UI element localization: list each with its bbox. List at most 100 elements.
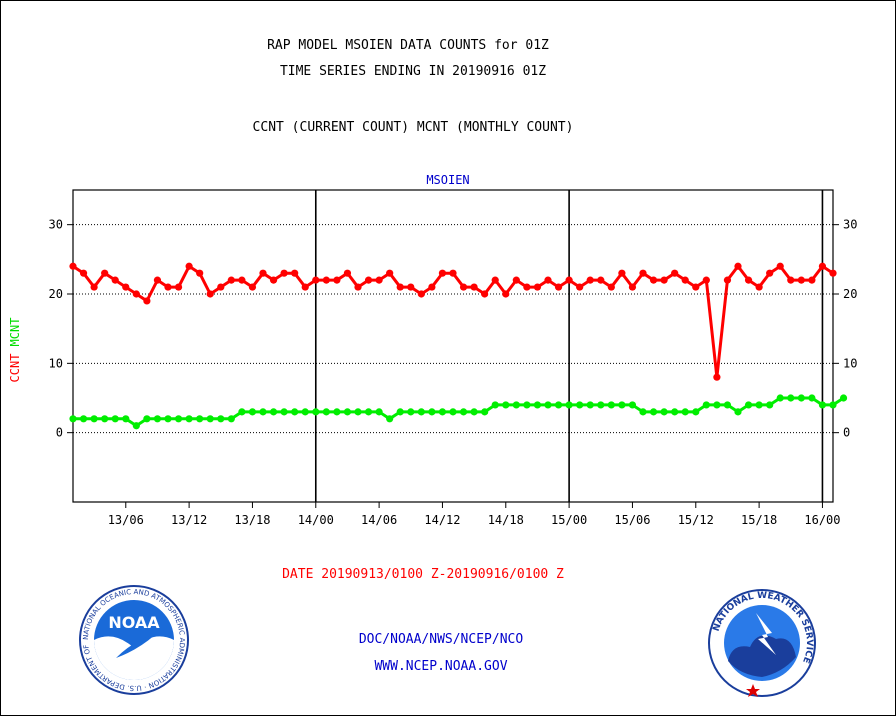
data-point-mcnt bbox=[354, 408, 362, 416]
data-point-mcnt bbox=[185, 415, 193, 423]
data-point-ccnt bbox=[301, 283, 309, 291]
chart-title: MSOIEN bbox=[426, 173, 469, 187]
data-point-ccnt bbox=[481, 290, 489, 298]
data-point-mcnt bbox=[459, 408, 468, 416]
data-point-mcnt bbox=[702, 401, 710, 409]
data-point-ccnt bbox=[428, 283, 436, 291]
x-tick-label: 15/06 bbox=[614, 513, 650, 527]
data-point-ccnt bbox=[586, 276, 594, 284]
data-point-mcnt bbox=[787, 394, 795, 402]
data-point-mcnt bbox=[576, 401, 584, 409]
data-point-ccnt bbox=[628, 283, 637, 291]
x-tick-label: 15/12 bbox=[678, 513, 714, 527]
data-point-mcnt bbox=[628, 401, 637, 409]
data-point-mcnt bbox=[259, 408, 267, 416]
ylabel-mcnt: MCNT bbox=[8, 318, 22, 347]
data-point-ccnt bbox=[766, 269, 774, 277]
data-point-mcnt bbox=[808, 394, 816, 402]
x-tick-label: 13/12 bbox=[171, 513, 207, 527]
data-point-ccnt bbox=[196, 269, 204, 277]
data-point-mcnt bbox=[217, 415, 225, 423]
data-point-mcnt bbox=[291, 408, 299, 416]
data-point-ccnt bbox=[787, 276, 795, 284]
data-point-mcnt bbox=[597, 401, 605, 409]
data-point-ccnt bbox=[660, 276, 668, 284]
y-tick-label-right: 0 bbox=[843, 426, 850, 440]
data-point-ccnt bbox=[111, 276, 119, 284]
data-point-mcnt bbox=[470, 408, 478, 416]
data-point-ccnt bbox=[364, 276, 373, 284]
y-tick-label-left: 20 bbox=[49, 287, 63, 301]
data-point-mcnt bbox=[607, 401, 615, 409]
data-point-ccnt bbox=[734, 262, 742, 270]
noaa-logo: NOAA NATIONAL OCEANIC AND ATMOSPHERIC AD… bbox=[79, 585, 189, 695]
data-point-mcnt bbox=[428, 408, 436, 416]
data-point-ccnt bbox=[153, 276, 162, 284]
data-point-ccnt bbox=[291, 269, 299, 277]
data-point-mcnt bbox=[766, 401, 774, 409]
data-point-ccnt bbox=[259, 269, 267, 277]
data-point-ccnt bbox=[164, 283, 172, 291]
x-tick-label: 14/12 bbox=[424, 513, 460, 527]
data-point-ccnt bbox=[681, 276, 689, 284]
data-point-ccnt bbox=[723, 276, 732, 284]
data-point-ccnt bbox=[776, 262, 784, 270]
data-point-mcnt bbox=[280, 408, 288, 416]
data-point-mcnt bbox=[386, 415, 394, 423]
data-point-ccnt bbox=[692, 283, 700, 291]
data-point-ccnt bbox=[797, 276, 805, 284]
data-point-mcnt bbox=[227, 415, 235, 423]
data-point-ccnt bbox=[818, 262, 827, 270]
data-point-mcnt bbox=[248, 408, 257, 416]
data-point-ccnt bbox=[523, 283, 531, 291]
data-point-ccnt bbox=[322, 276, 330, 284]
data-point-mcnt bbox=[375, 408, 383, 416]
data-point-mcnt bbox=[143, 415, 151, 423]
data-point-mcnt bbox=[502, 401, 510, 409]
data-point-ccnt bbox=[417, 290, 425, 298]
data-point-mcnt bbox=[69, 415, 77, 423]
data-point-ccnt bbox=[713, 373, 721, 381]
header-title-line1: RAP MODEL MSOIEN DATA COUNTS for 01Z bbox=[267, 38, 549, 53]
data-point-ccnt bbox=[386, 269, 394, 277]
data-point-ccnt bbox=[744, 276, 753, 284]
footer-url: WWW.NCEP.NOAA.GOV bbox=[374, 659, 508, 674]
data-point-ccnt bbox=[576, 283, 584, 291]
ylabel-ccnt: CCNT bbox=[8, 354, 22, 383]
data-point-ccnt bbox=[755, 283, 763, 291]
data-point-mcnt bbox=[523, 401, 531, 409]
data-point-mcnt bbox=[797, 394, 805, 402]
data-point-ccnt bbox=[354, 283, 362, 291]
data-point-ccnt bbox=[449, 269, 457, 277]
data-point-ccnt bbox=[206, 290, 214, 298]
data-point-mcnt bbox=[438, 408, 447, 416]
data-point-mcnt bbox=[713, 401, 721, 409]
data-point-mcnt bbox=[174, 415, 183, 423]
data-point-ccnt bbox=[512, 276, 520, 284]
data-point-mcnt bbox=[101, 415, 109, 423]
data-point-mcnt bbox=[544, 401, 552, 409]
data-point-ccnt bbox=[407, 283, 415, 291]
data-point-ccnt bbox=[132, 290, 140, 298]
data-point-mcnt bbox=[449, 408, 457, 416]
data-point-mcnt bbox=[734, 408, 742, 416]
data-point-mcnt bbox=[312, 408, 320, 416]
data-point-mcnt bbox=[132, 422, 140, 430]
data-point-mcnt bbox=[196, 415, 204, 423]
x-tick-label: 14/06 bbox=[361, 513, 397, 527]
data-point-ccnt bbox=[639, 269, 647, 277]
data-point-mcnt bbox=[671, 408, 679, 416]
data-point-ccnt bbox=[829, 269, 837, 277]
data-point-mcnt bbox=[269, 408, 278, 416]
data-point-mcnt bbox=[343, 408, 352, 416]
data-point-mcnt bbox=[322, 408, 330, 416]
y-tick-label-right: 10 bbox=[843, 356, 857, 370]
data-point-mcnt bbox=[681, 408, 689, 416]
data-point-mcnt bbox=[818, 401, 827, 409]
data-point-mcnt bbox=[164, 415, 172, 423]
x-tick-label: 13/06 bbox=[108, 513, 144, 527]
data-point-mcnt bbox=[364, 408, 373, 416]
data-point-mcnt bbox=[396, 408, 404, 416]
data-point-mcnt bbox=[512, 401, 520, 409]
data-point-ccnt bbox=[174, 283, 183, 291]
